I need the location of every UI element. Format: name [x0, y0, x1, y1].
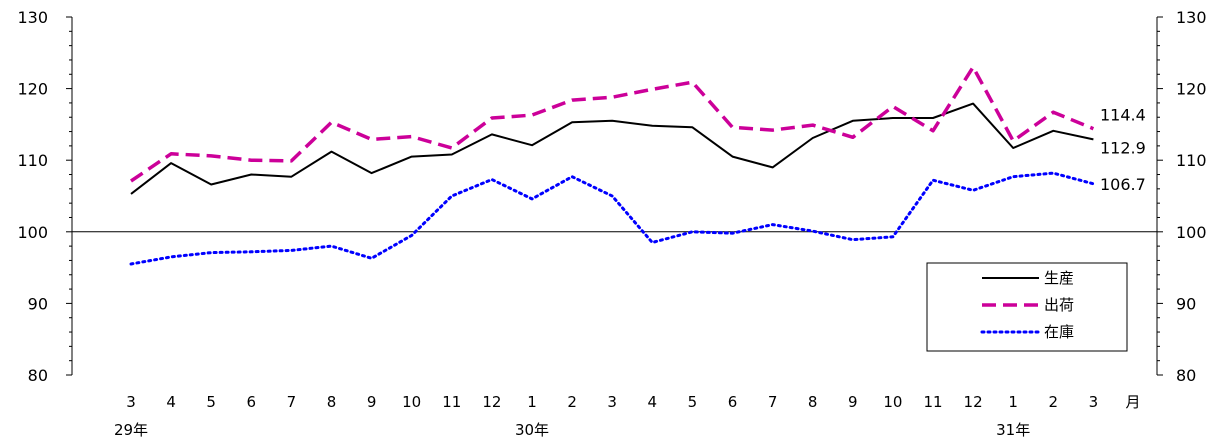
series-line-2 — [129, 171, 1095, 266]
left-tick-label: 100 — [17, 223, 48, 242]
left-axis: 80 90 100 110 120 130 — [17, 8, 73, 385]
year-label: 29年 — [114, 421, 148, 439]
month-label: 3 — [126, 393, 136, 411]
right-tick-label: 80 — [1176, 366, 1196, 385]
right-tick-label: 110 — [1176, 151, 1207, 170]
left-tick-label: 110 — [17, 151, 48, 170]
month-label: 10 — [883, 393, 902, 411]
legend-label: 在庫 — [1044, 323, 1074, 341]
end-labels: 112.9 114.4 106.7 — [1100, 106, 1146, 194]
series-line-1 — [130, 65, 1095, 183]
left-tick-label: 120 — [17, 80, 48, 99]
month-label: 11 — [923, 393, 942, 411]
month-label: 9 — [848, 393, 858, 411]
right-tick-label: 100 — [1176, 223, 1207, 242]
month-label: 5 — [206, 393, 216, 411]
legend-label: 出荷 — [1044, 296, 1074, 314]
month-label: 2 — [1049, 393, 1059, 411]
right-tick-label: 90 — [1176, 294, 1196, 313]
month-label: 9 — [367, 393, 377, 411]
month-label: 4 — [166, 393, 176, 411]
left-tick-label: 90 — [28, 294, 48, 313]
legend-label: 生産 — [1044, 269, 1074, 287]
end-value-label: 112.9 — [1100, 138, 1146, 157]
month-label: 4 — [648, 393, 658, 411]
month-label: 7 — [287, 393, 297, 411]
right-tick-label: 120 — [1176, 80, 1207, 99]
right-tick-label: 130 — [1176, 8, 1207, 27]
month-label: 1 — [1008, 393, 1018, 411]
year-label: 30年 — [515, 421, 549, 439]
month-label: 12 — [482, 393, 501, 411]
month-label: 12 — [964, 393, 983, 411]
month-label: 6 — [247, 393, 257, 411]
left-tick-label: 130 — [17, 8, 48, 27]
end-value-label: 106.7 — [1100, 175, 1146, 194]
series-layer — [129, 65, 1095, 266]
month-unit-label: 月 — [1125, 393, 1140, 411]
left-tick-label: 80 — [28, 366, 48, 385]
month-label: 1 — [527, 393, 537, 411]
series-line-0 — [130, 102, 1094, 195]
month-label: 5 — [688, 393, 698, 411]
month-label: 11 — [442, 393, 461, 411]
year-label: 31年 — [996, 421, 1030, 439]
month-label: 2 — [567, 393, 577, 411]
month-label: 10 — [402, 393, 421, 411]
right-axis: 80 90 100 110 120 130 — [1156, 8, 1207, 385]
month-label: 8 — [327, 393, 337, 411]
month-label: 6 — [728, 393, 738, 411]
month-label: 8 — [808, 393, 818, 411]
legend-box — [926, 262, 1128, 352]
end-value-label: 114.4 — [1100, 106, 1146, 125]
month-label: 7 — [768, 393, 778, 411]
month-label: 3 — [1089, 393, 1099, 411]
month-label: 3 — [607, 393, 617, 411]
